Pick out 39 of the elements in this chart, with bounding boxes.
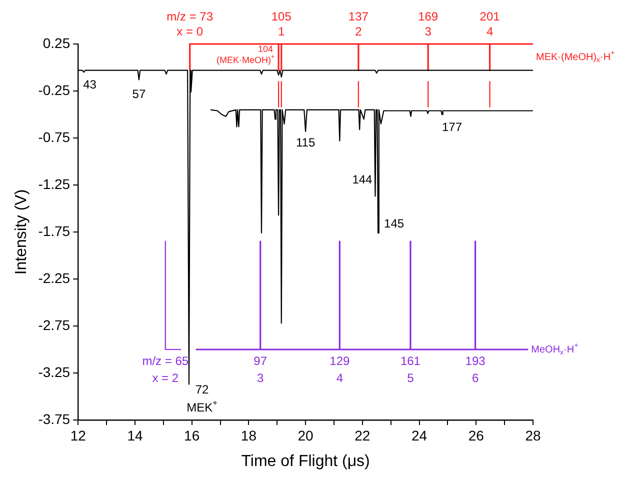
x-tick-label: 24 <box>411 427 428 444</box>
annotation: 57 <box>132 87 146 102</box>
y-axis-title: Intensity (V) <box>13 189 30 275</box>
annotation: 169 3 <box>418 9 438 38</box>
y-tick-label: -3.25 <box>38 364 70 380</box>
annotation: 177 <box>442 120 462 134</box>
annotation: 115 <box>296 136 316 150</box>
x-tick-label: 14 <box>127 427 143 444</box>
annotation: 193 6 <box>465 354 486 385</box>
annotation: 145 <box>384 216 404 230</box>
y-tick-label: -2.75 <box>38 316 70 333</box>
annotation: 97 3 <box>254 354 268 385</box>
x-tick-label: 18 <box>240 427 257 444</box>
y-tick-label: -0.25 <box>38 82 70 98</box>
x-tick-label: 22 <box>354 427 370 444</box>
y-tick-label: -3.75 <box>38 410 70 427</box>
annotation: m/z = 65 x = 2 <box>142 354 189 385</box>
annotation: 161 5 <box>400 354 421 385</box>
annotation: 144 <box>352 172 373 187</box>
y-tick-label: -1.25 <box>38 176 70 192</box>
annotation: 137 2 <box>348 9 369 38</box>
y-tick-label: -0.75 <box>38 128 70 145</box>
x-axis-title: Time of Flight (μs) <box>241 452 370 470</box>
y-tick-label: 0.25 <box>42 34 70 51</box>
annotation: MEK+ <box>186 398 218 415</box>
y-tick-label: -2.25 <box>38 270 70 286</box>
annotation: 72 <box>195 382 209 397</box>
x-tick-label: 28 <box>525 427 541 444</box>
annotation: 105 1 <box>271 9 292 38</box>
x-tick-label: 26 <box>468 427 484 444</box>
x-tick-label: 20 <box>298 427 314 444</box>
y-tick-label: -1.75 <box>38 222 70 239</box>
x-tick-label: 16 <box>184 427 200 444</box>
annotation: 43 <box>83 78 97 92</box>
annotation: m/z = 73 x = 0 <box>166 9 214 38</box>
annotation: 201 4 <box>480 9 500 38</box>
annotation: 104 <box>258 44 274 54</box>
x-tick-label: 12 <box>70 427 86 444</box>
annotation: 129 4 <box>330 354 350 385</box>
